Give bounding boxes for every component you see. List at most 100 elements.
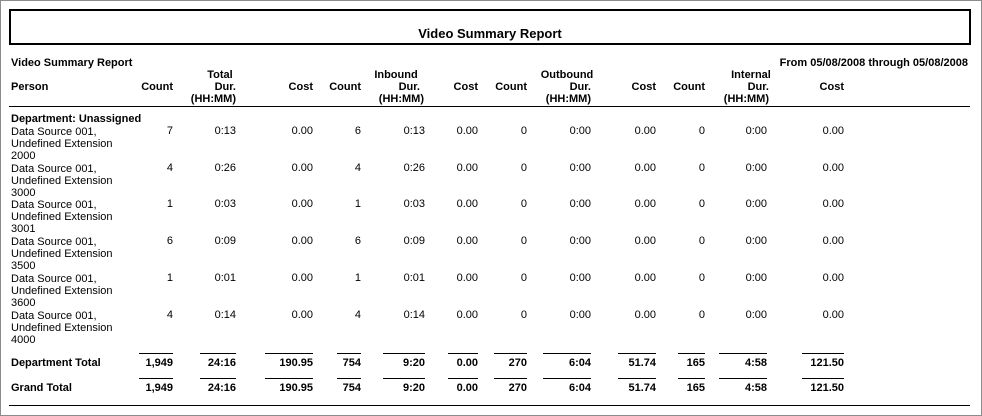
cell-outbound-count: 0: [520, 235, 527, 248]
total-overline: [719, 378, 767, 379]
person-name-line: 3600: [11, 296, 36, 309]
total-label: Grand Total: [11, 382, 72, 394]
total-overline: [337, 353, 361, 354]
total-internal-count: 165: [686, 382, 705, 394]
cell-inbound-count: 1: [354, 271, 361, 284]
cell-inbound-count: 6: [354, 125, 361, 137]
column-header-outbound-dur-line2: Dur.: [569, 81, 591, 93]
cell-outbound-dur: 0:00: [569, 308, 591, 321]
cell-total-dur: 0:01: [214, 271, 236, 284]
cell-total-count: 7: [166, 125, 173, 137]
total-outbound-count: 270: [508, 357, 527, 369]
cell-internal-dur: 0:00: [745, 161, 767, 174]
total-overline: [494, 378, 527, 379]
total-internal-cost: 121.50: [810, 357, 844, 369]
cell-outbound-count: 0: [520, 308, 527, 321]
total-overline: [200, 378, 236, 379]
header-divider: [9, 106, 970, 107]
total-total-cost: 190.95: [279, 357, 313, 369]
total-overline: [337, 378, 361, 379]
column-header-outbound-cost: Cost: [631, 81, 656, 93]
total-overline: [802, 378, 844, 379]
report-subtitle: Video Summary Report: [11, 57, 133, 69]
report-date-range: From 05/08/2008 through 05/08/2008: [779, 57, 968, 69]
cell-internal-cost: 0.00: [822, 161, 844, 174]
cell-inbound-count: 4: [354, 161, 361, 174]
column-header-inbound-count: Count: [329, 81, 361, 93]
total-overline: [139, 378, 173, 379]
column-header-total-cost: Cost: [288, 81, 313, 93]
total-outbound-count: 270: [508, 382, 527, 394]
cell-outbound-count: 0: [520, 198, 527, 211]
person-name-line: 4000: [11, 333, 36, 346]
cell-internal-count: 0: [698, 161, 705, 174]
column-header-internal-cost: Cost: [819, 81, 844, 93]
cell-inbound-count: 1: [354, 198, 361, 211]
cell-total-dur: 0:09: [214, 235, 236, 248]
cell-inbound-cost: 0.00: [456, 161, 478, 174]
cell-total-count: 4: [166, 308, 173, 321]
column-header-total-dur-line3: (HH:MM): [190, 93, 236, 105]
total-inbound-cost: 0.00: [456, 382, 478, 394]
person-name-line: 3000: [11, 186, 36, 199]
total-total-dur: 24:16: [207, 382, 236, 394]
column-header-total-dur-line1: Total: [207, 69, 233, 81]
cell-total-count: 4: [166, 161, 173, 174]
column-header-internal-dur-line3: (HH:MM): [723, 93, 769, 105]
cell-inbound-count: 6: [354, 235, 361, 248]
total-overline: [618, 353, 656, 354]
column-header-total-dur-line2: Dur.: [214, 81, 236, 93]
column-header-person: Person: [11, 81, 49, 93]
total-inbound-dur: 9:20: [402, 382, 425, 394]
person-name-line: Undefined Extension: [11, 138, 113, 150]
person-name-line: 3500: [11, 260, 36, 273]
cell-outbound-count: 0: [520, 125, 527, 137]
total-overline: [494, 353, 527, 354]
cell-inbound-dur: 0:09: [403, 235, 425, 248]
column-header-inbound-dur-line3: (HH:MM): [378, 93, 424, 105]
total-outbound-dur: 6:04: [568, 357, 591, 369]
cell-internal-dur: 0:00: [745, 271, 767, 284]
person-name-line: 2000: [11, 150, 36, 162]
total-outbound-dur: 6:04: [568, 382, 591, 394]
cell-outbound-dur: 0:00: [569, 161, 591, 174]
cell-inbound-dur: 0:13: [403, 125, 425, 137]
total-overline: [678, 378, 705, 379]
total-overline: [265, 353, 313, 354]
cell-total-dur: 0:26: [214, 161, 236, 174]
total-inbound-cost: 0.00: [456, 357, 478, 369]
total-total-count: 1,949: [145, 357, 173, 369]
total-overline: [543, 353, 591, 354]
person-name-line: Undefined Extension: [11, 284, 113, 297]
department-label: Department: Unassigned: [11, 113, 142, 125]
total-overline: [543, 378, 591, 379]
total-outbound-cost: 51.74: [628, 357, 656, 369]
cell-internal-count: 0: [698, 198, 705, 211]
column-header-outbound-dur-line3: (HH:MM): [545, 93, 591, 105]
total-overline: [618, 378, 656, 379]
cell-inbound-dur: 0:03: [403, 198, 425, 211]
total-overline: [448, 353, 478, 354]
cell-total-cost: 0.00: [291, 235, 313, 248]
total-overline: [383, 378, 425, 379]
cell-outbound-dur: 0:00: [569, 198, 591, 211]
total-inbound-dur: 9:20: [402, 357, 425, 369]
cell-outbound-cost: 0.00: [634, 161, 656, 174]
total-internal-dur: 4:58: [744, 382, 767, 394]
cell-internal-dur: 0:00: [745, 235, 767, 248]
cell-outbound-dur: 0:00: [569, 271, 591, 284]
report-title: Video Summary Report: [418, 26, 562, 41]
column-header-inbound-dur-line1: Inbound: [374, 69, 418, 81]
cell-outbound-cost: 0.00: [634, 308, 656, 321]
cell-outbound-cost: 0.00: [634, 125, 656, 137]
cell-internal-dur: 0:00: [745, 125, 767, 137]
total-overline: [719, 353, 767, 354]
person-name-line: Data Source 001,: [11, 272, 97, 285]
column-header-internal-dur-line2: Dur.: [747, 81, 769, 93]
total-overline: [802, 353, 844, 354]
total-inbound-count: 754: [342, 357, 361, 369]
column-header-inbound-cost: Cost: [453, 81, 478, 93]
total-total-dur: 24:16: [207, 357, 236, 369]
cell-outbound-cost: 0.00: [634, 271, 656, 284]
